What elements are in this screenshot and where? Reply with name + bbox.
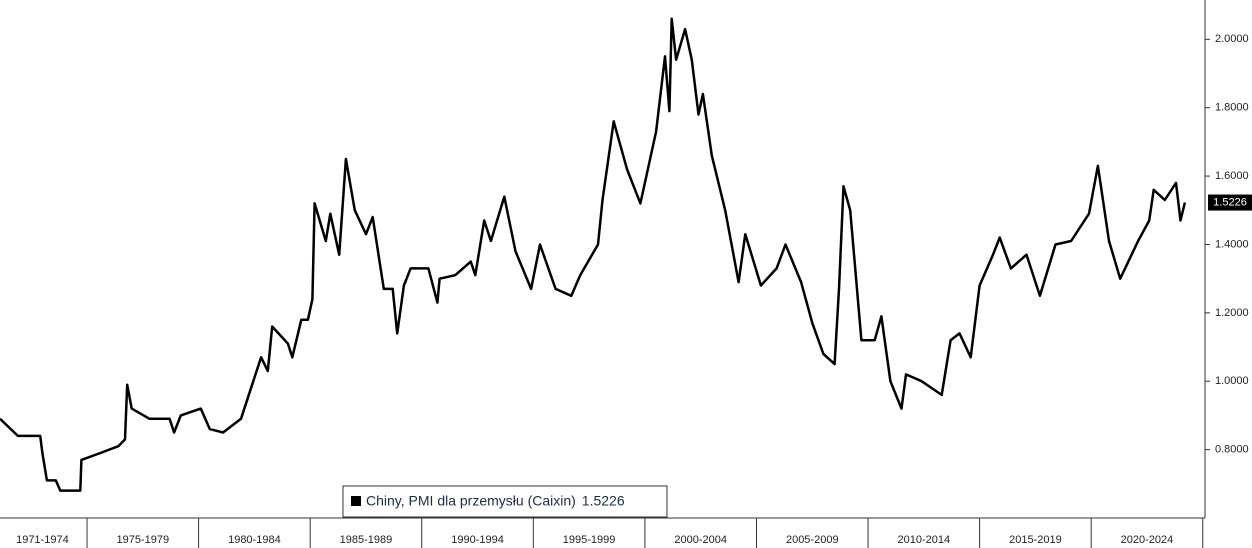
y-tick-label: 1.6000	[1215, 170, 1249, 182]
y-tick-label: 2.0000	[1215, 33, 1249, 45]
last-value-label: 1.5226	[1213, 196, 1247, 208]
legend-value: 1.5226	[582, 493, 625, 509]
x-tick-label: 1971-1974	[16, 534, 69, 546]
legend-swatch	[351, 496, 361, 506]
x-tick-label: 1975-1979	[117, 534, 170, 546]
y-tick-label: 1.2000	[1215, 307, 1249, 319]
x-tick-label: 1990-1994	[451, 534, 504, 546]
legend-box	[342, 485, 668, 518]
y-tick-label: 1.0000	[1215, 375, 1249, 387]
data-line	[0, 17, 1187, 492]
x-tick-label: 1985-1989	[340, 534, 393, 546]
y-tick-label: 1.4000	[1215, 238, 1249, 250]
x-tick-label: 2005-2009	[786, 534, 839, 546]
x-tick-label: 2010-2014	[898, 534, 951, 546]
x-tick-label: 1980-1984	[228, 534, 281, 546]
last-value-tag	[1208, 194, 1252, 211]
x-tick-label: 2020-2024	[1121, 534, 1174, 546]
legend-label: Chiny, PMI dla przemysłu (Caixin)	[366, 493, 576, 509]
y-tick-label: 0.8000	[1215, 444, 1249, 456]
x-tick-label: 2015-2019	[1009, 534, 1062, 546]
x-tick-label: 2000-2004	[674, 534, 727, 546]
x-tick-label: 1995-1999	[563, 534, 616, 546]
y-tick-label: 1.8000	[1215, 102, 1249, 114]
